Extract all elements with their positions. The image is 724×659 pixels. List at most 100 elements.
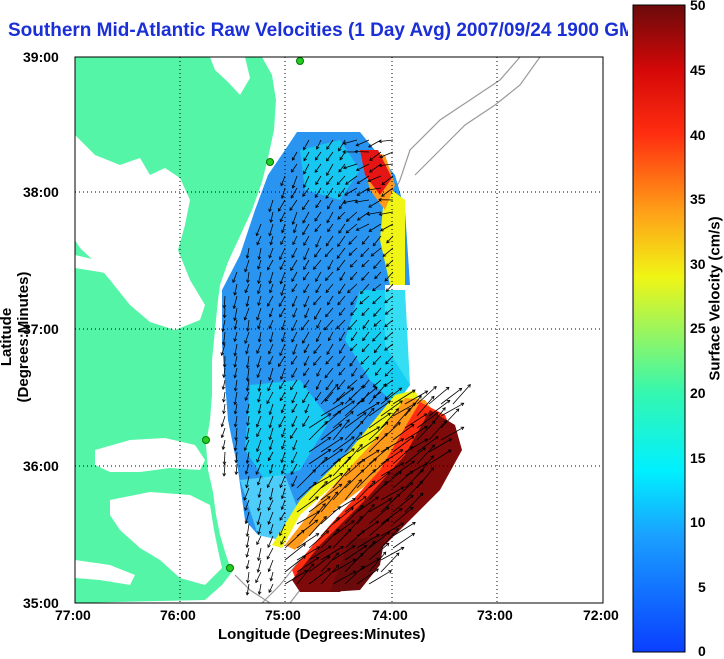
velocity-arrowhead <box>339 472 344 477</box>
velocity-arrowhead <box>373 265 377 269</box>
velocity-arrow <box>257 355 262 368</box>
velocity-arrow <box>379 139 394 142</box>
velocity-arrow <box>278 355 286 367</box>
velocity-arrow <box>291 319 298 331</box>
velocity-arrowhead <box>384 432 388 437</box>
velocity-arrow <box>332 480 351 501</box>
velocity-arrow <box>320 517 340 537</box>
velocity-arrowhead <box>314 194 319 199</box>
x-tick-label: 73:00 <box>477 607 513 623</box>
velocity-arrow <box>234 403 238 414</box>
velocity-arrow <box>428 386 450 405</box>
velocity-arrow <box>257 511 262 525</box>
velocity-arrowhead <box>411 532 416 537</box>
velocity-arrow <box>344 398 365 417</box>
velocity-arrowhead <box>323 516 327 520</box>
velocity-arrowhead <box>280 459 285 464</box>
velocity-arrow <box>416 436 439 453</box>
velocity-arrowhead <box>313 481 317 486</box>
velocity-arrowhead <box>233 317 237 322</box>
velocity-arrow <box>392 436 415 453</box>
velocity-arrow <box>381 175 394 186</box>
pamlico-sound <box>110 492 222 585</box>
velocity-arrowhead <box>326 157 330 162</box>
velocity-arrow <box>372 295 382 304</box>
velocity-arrowhead <box>373 386 378 391</box>
velocity-arrowhead <box>256 316 260 321</box>
velocity-arrowhead <box>371 480 376 485</box>
velocity-arrowhead <box>387 400 391 404</box>
velocity-arrow <box>269 415 274 428</box>
velocity-arrowhead <box>338 483 343 488</box>
velocity-arrowhead <box>458 387 463 392</box>
velocity-arrow <box>404 469 424 489</box>
velocity-arrowhead <box>245 365 250 369</box>
velocity-arrowhead <box>361 312 366 317</box>
velocity-arrow <box>339 151 346 161</box>
velocity-arrow <box>344 552 364 573</box>
velocity-arrow <box>338 307 346 316</box>
velocity-arrowhead <box>291 399 295 404</box>
velocity-arrowhead <box>289 207 293 211</box>
velocity-arrowhead <box>371 504 375 508</box>
velocity-arrow <box>339 343 346 354</box>
velocity-arrow <box>332 436 355 453</box>
velocity-arrowhead <box>245 303 250 307</box>
velocity-arrowhead <box>325 386 329 391</box>
velocity-arrowhead <box>222 473 227 477</box>
velocity-arrowhead <box>342 141 347 145</box>
velocity-arrowhead <box>267 457 272 462</box>
velocity-arrowhead <box>410 424 415 428</box>
velocity-arrow <box>332 419 350 441</box>
velocity-arrowhead <box>411 389 416 393</box>
velocity-arrowhead <box>279 532 283 537</box>
velocity-arrow <box>281 499 286 510</box>
velocity-arrowhead <box>349 276 354 281</box>
velocity-arrowhead <box>257 265 261 270</box>
velocity-arrowhead <box>291 303 296 308</box>
velocity-arrowhead <box>337 243 341 248</box>
velocity-arrow <box>332 545 356 561</box>
velocity-arrow <box>270 571 274 581</box>
velocity-arrow <box>308 545 332 561</box>
velocity-arrow <box>320 402 344 417</box>
velocity-arrowhead <box>372 394 377 398</box>
velocity-arrowhead <box>360 290 364 295</box>
velocity-arrow <box>315 283 322 293</box>
velocity-arrowhead <box>360 385 365 389</box>
velocity-arrow <box>416 412 439 429</box>
velocity-arrowhead <box>355 227 360 231</box>
delaware-bay <box>210 57 250 95</box>
velocity-arrow <box>223 391 226 402</box>
velocity-arrowhead <box>233 326 238 330</box>
velocity-arrow <box>234 367 238 378</box>
velocity-arrowhead <box>328 337 332 342</box>
velocity-arrow <box>348 319 358 330</box>
velocity-arrow <box>232 271 238 283</box>
velocity-arrowhead <box>291 168 295 173</box>
velocity-arrowhead <box>409 482 414 486</box>
velocity-arrowhead <box>337 458 342 462</box>
velocity-arrowhead <box>267 544 271 549</box>
velocity-arrow <box>289 199 298 211</box>
velocity-arrow <box>314 223 322 232</box>
velocity-arrow <box>350 307 358 316</box>
velocity-arrowhead <box>375 520 380 525</box>
velocity-arrowhead <box>327 436 332 441</box>
velocity-arrowhead <box>339 350 343 354</box>
velocity-arrowhead <box>325 530 330 534</box>
velocity-arrow <box>292 343 298 355</box>
colorbar-tick-label: 0 <box>698 643 706 659</box>
velocity-arrowhead <box>302 543 307 547</box>
velocity-arrowhead <box>340 546 344 550</box>
velocity-arrowhead <box>327 301 331 306</box>
velocity-arrow <box>320 458 341 477</box>
velocity-arrowhead <box>361 241 366 245</box>
x-axis-label: Longitude (Degrees:Minutes) <box>218 626 426 643</box>
velocity-arrow <box>256 415 262 428</box>
velocity-arrowhead <box>234 437 238 441</box>
velocity-arrow <box>368 400 391 417</box>
velocity-arrowhead <box>345 181 349 185</box>
velocity-arrowhead <box>351 520 355 524</box>
velocity-arrowhead <box>245 377 250 382</box>
